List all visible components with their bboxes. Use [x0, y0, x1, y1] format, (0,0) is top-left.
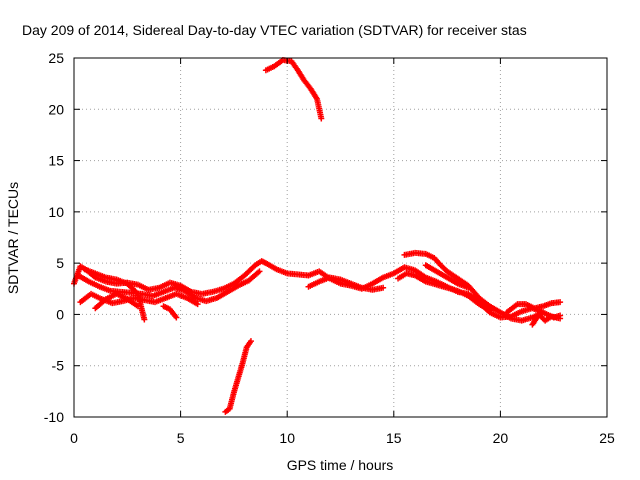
x-axis-label: GPS time / hours: [287, 457, 394, 473]
y-tick-label: 20: [48, 101, 64, 117]
y-tick-label: 0: [56, 306, 64, 322]
series-seg-10: [422, 262, 472, 291]
data-point: [141, 316, 148, 323]
y-tick-label: -10: [44, 409, 64, 425]
x-tick-label: 0: [70, 430, 78, 446]
x-tick-label: 10: [279, 430, 295, 446]
x-tick-label: 25: [599, 430, 615, 446]
data-point: [247, 338, 254, 345]
y-tick-label: 5: [56, 255, 64, 271]
y-tick-label: 25: [48, 50, 64, 66]
data-point: [557, 299, 564, 306]
y-axis-label: SDTVAR / TECUs: [5, 182, 21, 294]
plot-area: [71, 57, 564, 415]
data-point: [380, 284, 387, 291]
series-seg-11: [503, 299, 564, 316]
x-axis: 0 5 10 15 20 25: [70, 58, 615, 446]
axis-frame: [73, 57, 608, 418]
series-seg-5: [92, 290, 141, 312]
series-seg-14: [222, 338, 254, 415]
series-seg-8: [395, 270, 493, 314]
y-tick-label: 10: [48, 204, 64, 220]
series-seg-6: [160, 303, 180, 321]
data-point: [134, 303, 141, 310]
x-tick-label: 5: [177, 430, 185, 446]
grid: [74, 58, 607, 417]
data-point: [256, 268, 263, 275]
data-point: [173, 314, 180, 321]
chart-title: Day 209 of 2014, Sidereal Day-to-day VTE…: [22, 22, 527, 38]
data-point: [465, 284, 472, 291]
data-point: [194, 301, 201, 308]
y-axis: -10 -5 0 5 10 15 20 25: [44, 50, 607, 425]
y-tick-label: -5: [52, 358, 65, 374]
data-point: [540, 309, 547, 316]
data-point: [318, 115, 325, 122]
series-seg-12: [529, 311, 564, 328]
series-seg-13: [262, 57, 325, 122]
data-point: [557, 315, 564, 322]
y-tick-label: 15: [48, 153, 64, 169]
series-seg-4: [81, 266, 148, 323]
x-tick-label: 15: [386, 430, 402, 446]
x-tick-label: 20: [493, 430, 509, 446]
series-seg-7: [305, 274, 387, 293]
series-seg-9: [401, 249, 547, 324]
